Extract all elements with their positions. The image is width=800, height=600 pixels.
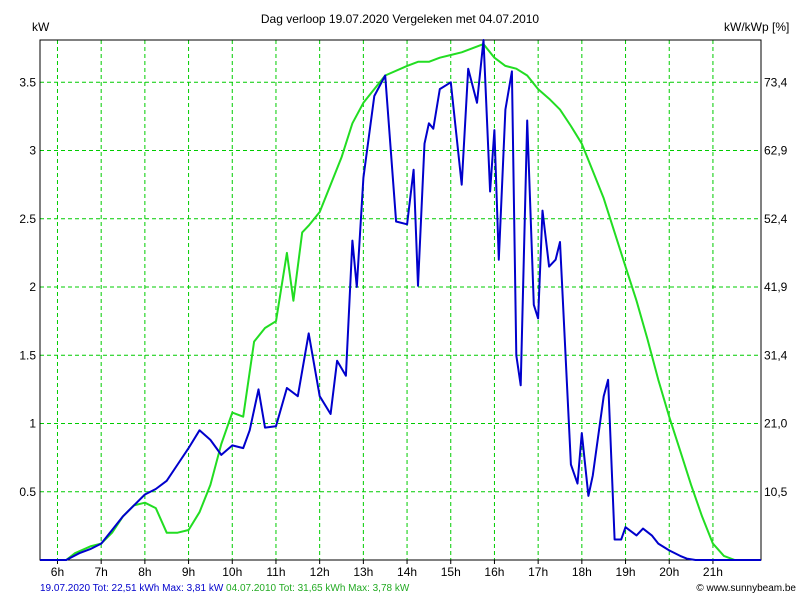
y-tick-labels-right: 10,5 21,0 31,4 41,9 52,4 62,9 73,4 [764, 75, 788, 498]
y-tick-label-right: 41,9 [764, 280, 788, 294]
x-tick-label: 8h [138, 565, 151, 579]
footer-credit: © www.sunnybeam.be [696, 583, 796, 594]
left-axis-label: kW [32, 20, 50, 34]
x-tick-label: 19h [616, 565, 636, 579]
x-tick-label: 15h [441, 565, 461, 579]
series-line-19-07-2020 [40, 39, 761, 561]
axes [39, 39, 762, 561]
x-tick-label: 12h [310, 565, 330, 579]
x-tick-label: 17h [528, 565, 548, 579]
series-group [40, 39, 761, 561]
y-tick-label-left: 1.5 [19, 348, 36, 362]
x-tick-label: 18h [572, 565, 592, 579]
x-tick-label: 13h [353, 565, 373, 579]
legend: 19.07.2020 Tot: 22,51 kWh Max: 3,81 kW 0… [40, 583, 409, 594]
x-tick-label: 6h [51, 565, 64, 579]
y-tick-label-left: 2 [29, 280, 36, 294]
x-tick-labels: 6h 7h 8h 9h 10h 11h 12h 13h 14h 15h 16h 17h 18h 19h 20… [51, 565, 723, 579]
x-tick-label: 11h [266, 565, 285, 579]
x-tick-label: 9h [182, 565, 195, 579]
y-tick-label-right: 62,9 [764, 144, 788, 158]
y-tick-label-right: 10,5 [764, 485, 788, 499]
chart-title: Dag verloop 19.07.2020 Vergeleken met 04… [261, 12, 540, 26]
x-tick-label: 10h [222, 565, 242, 579]
y-tick-label-left: 0.5 [19, 485, 36, 499]
y-tick-label-right: 52,4 [764, 212, 788, 226]
y-tick-label-left: 3 [29, 144, 36, 158]
x-tick-label: 14h [397, 565, 417, 579]
x-tick-label: 7h [94, 565, 107, 579]
series-line-04-07-2010 [40, 43, 761, 561]
grid [40, 40, 761, 564]
legend-series-2: 04.07.2010 Tot: 31,65 kWh Max: 3,78 kW [226, 583, 410, 594]
y-tick-labels-left: 0.5 1 1.5 2 2.5 3 3.5 [19, 75, 36, 498]
x-tick-label: 21h [703, 565, 723, 579]
y-tick-label-right: 31,4 [764, 348, 788, 362]
y-tick-label-left: 3.5 [19, 75, 36, 89]
x-tick-label: 20h [659, 565, 679, 579]
plot-frame [39, 39, 762, 561]
legend-series-1: 19.07.2020 Tot: 22,51 kWh Max: 3,81 kW [40, 583, 224, 594]
x-tick-label: 16h [484, 565, 504, 579]
right-axis-label: kW/kWp [%] [724, 20, 789, 34]
y-tick-label-right: 21,0 [764, 417, 788, 431]
y-tick-label-right: 73,4 [764, 75, 788, 89]
y-tick-label-left: 2.5 [19, 212, 36, 226]
y-tick-label-left: 1 [29, 417, 36, 431]
